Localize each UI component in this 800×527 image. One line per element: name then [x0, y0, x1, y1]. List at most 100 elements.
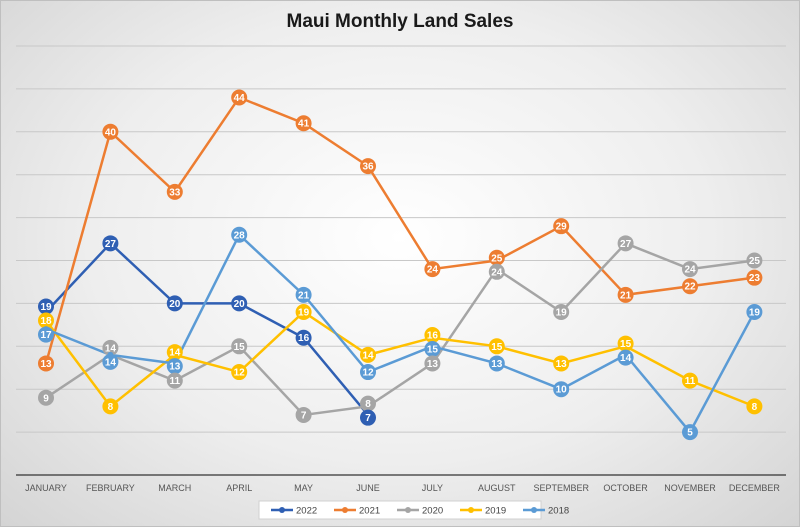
legend-label-2020: 2020 [422, 506, 443, 517]
data-label-2018: 13 [491, 359, 503, 370]
data-marker-2022 [38, 298, 54, 315]
x-tick-label: SEPTEMBER [533, 483, 589, 493]
data-marker-2020 [682, 261, 698, 278]
data-marker-2018 [360, 364, 376, 381]
legend-marker-2022 [279, 507, 285, 513]
x-tick-label: JULY [422, 483, 443, 493]
data-marker-2020 [360, 395, 376, 412]
data-label-2022: 20 [234, 299, 246, 310]
data-marker-2019 [38, 312, 54, 329]
data-marker-2021 [746, 269, 763, 286]
data-marker-2020 [231, 338, 248, 355]
data-label-2019: 14 [169, 348, 181, 359]
data-marker-2018 [38, 326, 54, 343]
data-label-2020: 27 [620, 239, 632, 250]
chart-title: Maui Monthly Land Sales [286, 11, 514, 32]
data-label-2019: 15 [491, 342, 503, 353]
data-marker-2020 [102, 339, 119, 356]
data-label-2018: 5 [687, 428, 693, 439]
data-label-2018: 10 [556, 385, 568, 396]
data-marker-2019 [166, 344, 183, 361]
data-marker-2020 [488, 263, 505, 280]
legend-label-2022: 2022 [296, 506, 317, 517]
data-label-2021: 44 [234, 93, 246, 104]
data-marker-2018 [231, 226, 248, 243]
data-marker-2019 [682, 372, 698, 389]
data-label-2019: 8 [752, 402, 758, 413]
data-label-2020: 9 [43, 393, 49, 404]
data-label-2021: 36 [362, 162, 374, 173]
data-marker-2020 [553, 303, 570, 320]
data-label-2022: 27 [105, 239, 117, 250]
data-label-2020: 13 [427, 359, 439, 370]
data-label-2020: 24 [491, 267, 503, 278]
data-marker-2020 [166, 372, 183, 389]
legend-label-2019: 2019 [485, 506, 506, 517]
data-label-2019: 18 [40, 316, 52, 327]
series-line-2022 [45, 241, 369, 416]
data-marker-2021 [231, 89, 248, 106]
data-marker-2021 [682, 278, 698, 295]
data-marker-2021 [102, 123, 119, 140]
data-marker-2019 [424, 327, 441, 343]
data-label-2022: 16 [298, 333, 310, 344]
data-label-2021: 22 [684, 282, 696, 293]
legend-label-2018: 2018 [548, 506, 569, 517]
data-label-2021: 24 [427, 265, 439, 276]
data-label-2020: 24 [684, 265, 696, 276]
data-label-2020: 7 [301, 410, 307, 421]
data-marker-2021 [166, 183, 183, 200]
data-label-2019: 14 [362, 350, 374, 361]
data-label-2022: 7 [365, 413, 371, 424]
data-label-2018: 28 [234, 230, 246, 241]
data-marker-2021 [617, 286, 634, 303]
data-marker-2018 [295, 286, 312, 303]
data-marker-2018 [102, 353, 119, 370]
data-marker-2019 [295, 303, 312, 320]
data-label-2019: 12 [234, 368, 246, 379]
data-marker-2019 [746, 398, 763, 415]
data-label-2022: 19 [40, 302, 52, 313]
data-marker-2018 [553, 381, 570, 398]
data-label-2018: 15 [427, 345, 439, 356]
data-label-2018: 14 [105, 357, 117, 368]
x-tick-label: OCTOBER [603, 483, 648, 493]
x-tick-label: NOVEMBER [664, 483, 716, 493]
legend-marker-2018 [531, 507, 537, 513]
data-label-2019: 15 [620, 339, 632, 350]
data-marker-2021 [360, 158, 376, 175]
x-tick-label: MAY [294, 483, 313, 493]
data-label-2019: 16 [427, 331, 439, 342]
data-marker-2021 [38, 355, 54, 372]
data-label-2019: 13 [556, 359, 568, 370]
data-marker-2022 [295, 329, 312, 346]
data-marker-2018 [682, 424, 698, 441]
data-marker-2020 [424, 355, 441, 372]
data-label-2018: 17 [40, 330, 52, 341]
data-marker-2022 [231, 295, 248, 312]
data-label-2020: 14 [105, 343, 117, 354]
legend-marker-2019 [468, 507, 474, 513]
data-marker-2021 [424, 261, 441, 278]
data-marker-2022 [166, 295, 183, 312]
data-label-2020: 25 [749, 256, 761, 267]
data-marker-2018 [424, 341, 441, 358]
legend-marker-2021 [342, 507, 348, 513]
data-marker-2019 [231, 364, 248, 381]
data-label-2021: 33 [169, 187, 181, 198]
x-tick-label: DECEMBER [729, 483, 781, 493]
data-label-2018: 12 [362, 368, 374, 379]
data-marker-2018 [166, 358, 183, 375]
data-marker-2020 [38, 389, 54, 406]
series-line-2018 [45, 232, 756, 435]
x-tick-label: JANUARY [25, 483, 67, 493]
x-tick-label: AUGUST [478, 483, 516, 493]
data-label-2021: 29 [556, 222, 568, 233]
data-marker-2019 [360, 346, 376, 363]
data-marker-2020 [746, 252, 763, 269]
data-label-2019: 11 [685, 376, 696, 387]
series-line-2020 [45, 241, 755, 417]
data-marker-2020 [295, 406, 312, 423]
data-label-2018: 14 [620, 353, 632, 364]
